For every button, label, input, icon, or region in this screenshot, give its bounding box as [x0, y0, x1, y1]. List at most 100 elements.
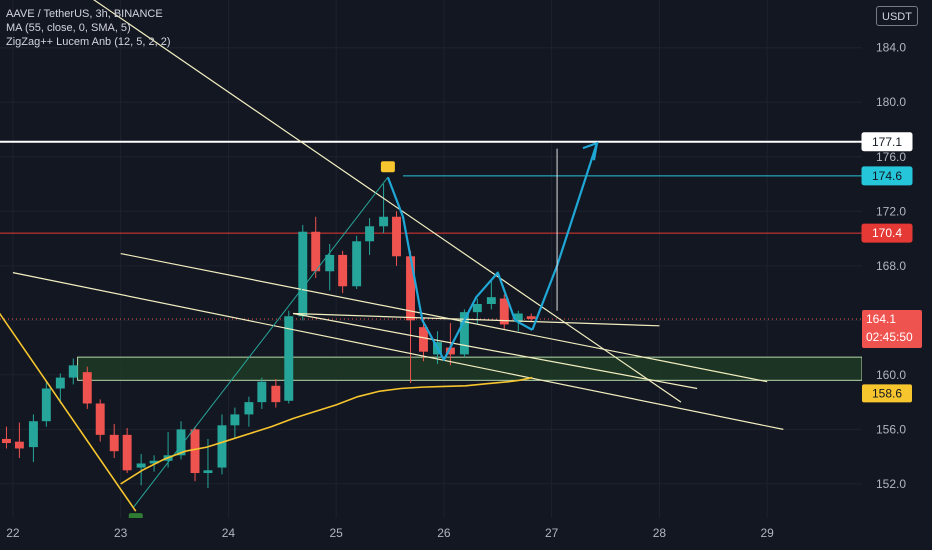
legend-symbol: AAVE / TetherUS, 3h, BINANCE — [6, 8, 163, 20]
trend-line[interactable] — [12, 272, 784, 430]
tag-ma-value-box — [862, 384, 912, 403]
candle — [418, 317, 428, 362]
candle-body — [109, 434, 119, 452]
candle-body — [95, 403, 105, 435]
candle-body — [284, 316, 294, 401]
candle-body — [203, 470, 213, 474]
candle-body — [513, 313, 523, 322]
zigzag-blue-path — [386, 176, 533, 361]
candle-body — [365, 226, 375, 242]
candle-body — [257, 381, 267, 403]
candle — [284, 310, 294, 404]
candle-body — [68, 365, 78, 378]
candle — [338, 250, 348, 294]
candle — [352, 235, 362, 289]
tag-ma-value-text: 158.6 — [872, 386, 902, 400]
candle-body — [526, 316, 536, 319]
candle — [82, 366, 92, 409]
projection-arrow-head — [582, 141, 599, 161]
candle — [257, 377, 267, 409]
trend-line[interactable] — [120, 252, 768, 383]
candle-body — [352, 241, 362, 287]
candle — [68, 358, 78, 385]
candle — [379, 184, 389, 234]
candle-body — [406, 256, 415, 321]
legend-zigzag: ZigZag++ Lucem Anb (12, 5, 2, 2) — [6, 36, 171, 48]
time-axis: 22 23 24 25 26 27 28 29 — [6, 526, 774, 540]
trend-line[interactable] — [0, 0, 682, 403]
candle-body — [244, 402, 254, 415]
candle — [14, 422, 24, 459]
price-tick-label: 156.0 — [876, 422, 906, 436]
tag-cyan-level: 174.6 — [861, 166, 913, 186]
candle-body — [122, 434, 132, 471]
tag-white-level-box — [861, 132, 913, 152]
currency-button[interactable]: USDT — [876, 6, 918, 26]
time-tick-label: 22 — [6, 526, 20, 540]
candle-body — [230, 414, 240, 426]
zigzag-yellow-leg — [0, 312, 137, 512]
time-tick-label: 29 — [761, 526, 775, 540]
time-tick-label: 24 — [222, 526, 236, 540]
candle — [55, 373, 65, 404]
tag-cyan-level-box — [861, 166, 913, 186]
tag-red-level-box — [861, 223, 913, 243]
pivot-low-marker — [128, 513, 143, 518]
tag-cyan-level-text: 174.6 — [872, 169, 902, 183]
trend-line[interactable] — [293, 312, 660, 327]
price-tick-label: 176.0 — [876, 150, 906, 164]
price-tick-label: 184.0 — [876, 41, 906, 55]
candle — [445, 323, 455, 366]
time-tick-label: 23 — [114, 526, 128, 540]
candle — [325, 244, 335, 291]
time-tick-label: 26 — [437, 526, 451, 540]
ma-line — [120, 376, 533, 485]
candle-body — [136, 463, 146, 468]
candle-body — [298, 231, 308, 317]
tag-last-price-box — [862, 309, 922, 348]
tag-red-level-text: 170.4 — [872, 226, 902, 240]
price-tick-label: 152.0 — [876, 477, 906, 491]
tag-white-level: 177.1 — [861, 132, 913, 152]
candle — [271, 378, 281, 408]
candle — [122, 428, 132, 474]
candle-body — [379, 216, 389, 227]
tag-red-level: 170.4 — [861, 223, 913, 243]
time-tick-label: 27 — [545, 526, 559, 540]
candle-body — [176, 429, 186, 456]
candle — [392, 211, 401, 266]
pivot-high-marker — [380, 161, 395, 173]
candle-body — [41, 388, 51, 422]
time-tick-label: 28 — [653, 526, 667, 540]
trend-line[interactable] — [292, 312, 698, 390]
candle — [190, 426, 200, 482]
candle-body — [325, 254, 335, 272]
candle-body — [2, 438, 11, 444]
candle-body — [459, 312, 469, 355]
candle-body — [271, 385, 281, 403]
tag-white-level-text: 177.1 — [872, 135, 902, 149]
chart-legend: AAVE / TetherUS, 3h, BINANCE MA (55, clo… — [6, 7, 170, 49]
candle-body — [486, 297, 496, 304]
candle-body — [217, 425, 227, 468]
candle — [136, 453, 146, 486]
price-axis: 152.0156.0160.0164.0168.0172.0176.0180.0… — [876, 41, 906, 491]
price-tick-label: 168.0 — [876, 259, 906, 273]
candle — [459, 309, 469, 358]
candle — [95, 399, 105, 442]
legend-ma: MA (55, close, 0, SMA, 5) — [6, 22, 131, 34]
candle — [28, 414, 38, 463]
candle — [109, 423, 119, 459]
time-tick-label: 25 — [330, 526, 344, 540]
price-tick-label: 180.0 — [876, 95, 906, 109]
candle-body — [472, 303, 482, 313]
candle-body — [28, 421, 38, 448]
candle-body — [338, 254, 348, 287]
price-tick-label: 172.0 — [876, 204, 906, 218]
tag-last-price: 164.1 02:45:50 — [862, 309, 922, 348]
tag-last-price-text: 164.1 — [866, 312, 896, 326]
zigzag-green-leg[interactable] — [133, 176, 389, 508]
candle-body — [55, 377, 65, 389]
candle — [298, 224, 308, 321]
